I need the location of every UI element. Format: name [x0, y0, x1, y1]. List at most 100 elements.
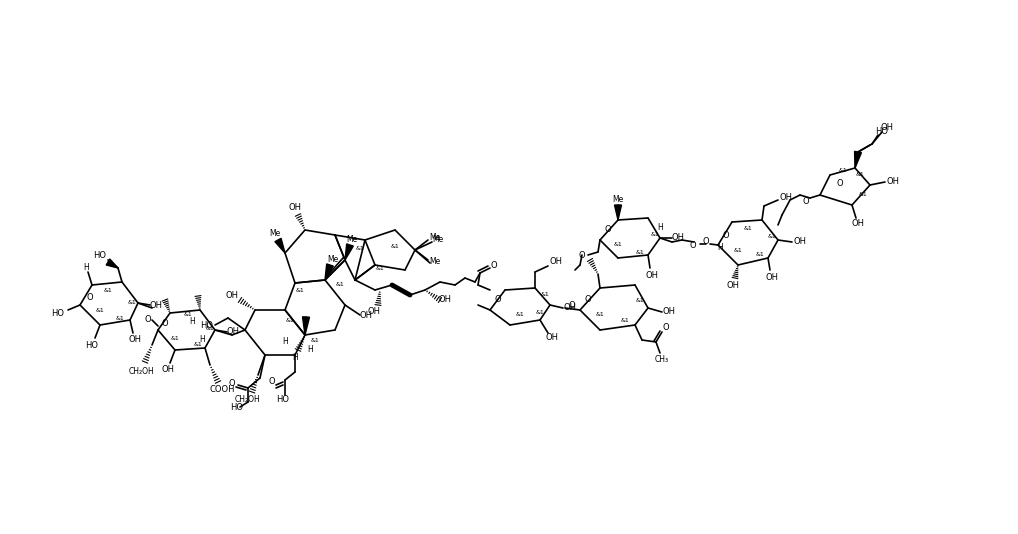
Text: &1: &1 [116, 316, 124, 320]
Text: OH: OH [439, 295, 452, 304]
Text: &1: &1 [391, 245, 399, 249]
Text: HO: HO [277, 396, 289, 404]
Text: OH: OH [546, 334, 559, 342]
Text: O: O [663, 324, 669, 333]
Polygon shape [345, 244, 353, 260]
Text: O: O [584, 295, 591, 304]
Text: &1: &1 [541, 293, 550, 297]
Text: HO: HO [875, 127, 889, 136]
Text: O: O [578, 250, 585, 260]
Text: &1: &1 [104, 287, 112, 293]
Polygon shape [106, 259, 118, 268]
Text: O: O [491, 261, 498, 270]
Text: &1: &1 [734, 247, 742, 253]
Text: &1: &1 [535, 310, 545, 315]
Text: &1: &1 [206, 326, 215, 331]
Text: O: O [605, 225, 612, 234]
Text: H: H [282, 337, 288, 347]
Text: &1: &1 [183, 312, 192, 318]
Text: OH: OH [727, 280, 739, 289]
Text: &1: &1 [635, 249, 644, 255]
Text: O: O [495, 295, 501, 304]
Text: &1: &1 [193, 342, 203, 348]
Text: CH₂OH: CH₂OH [129, 367, 155, 376]
Text: OH: OH [226, 327, 239, 336]
Text: H: H [200, 335, 205, 344]
Text: O: O [162, 318, 168, 327]
Text: OH: OH [645, 271, 659, 279]
Text: COOH: COOH [210, 386, 235, 395]
Text: &1: &1 [635, 297, 644, 302]
Text: &1: &1 [286, 318, 294, 323]
Text: OH: OH [780, 193, 792, 202]
Text: H: H [307, 345, 313, 355]
Text: HO: HO [230, 404, 243, 412]
Text: &1: &1 [858, 192, 867, 198]
Text: &1: &1 [310, 337, 320, 342]
Text: Me: Me [346, 235, 357, 245]
Text: HO: HO [52, 309, 64, 318]
Text: OH: OH [226, 292, 238, 301]
Text: O: O [723, 231, 729, 240]
Text: Me: Me [613, 195, 624, 205]
Text: HO: HO [86, 341, 99, 349]
Polygon shape [325, 264, 333, 280]
Text: Me: Me [430, 232, 441, 241]
Text: OH: OH [550, 257, 563, 266]
Text: &1: &1 [295, 287, 304, 293]
Text: OH: OH [150, 301, 163, 310]
Text: &1: &1 [355, 246, 364, 250]
Text: H: H [189, 318, 194, 326]
Text: Me: Me [430, 257, 441, 266]
Text: OH: OH [128, 335, 142, 344]
Text: OH: OH [672, 233, 684, 242]
Text: O: O [689, 240, 696, 249]
Text: HO: HO [94, 252, 107, 261]
Text: CH₂OH: CH₂OH [235, 396, 261, 404]
Text: Me: Me [433, 235, 444, 245]
Text: OH: OH [367, 308, 381, 317]
Text: OH: OH [881, 123, 894, 132]
Text: O: O [837, 178, 843, 187]
Text: O: O [802, 198, 809, 207]
Text: &1: &1 [376, 265, 385, 271]
Text: OH: OH [663, 308, 676, 317]
Text: OH: OH [887, 177, 900, 186]
Text: &1: &1 [96, 308, 105, 312]
Text: OH: OH [793, 238, 806, 247]
Text: &1: &1 [651, 232, 660, 238]
Polygon shape [302, 317, 309, 335]
Text: &1: &1 [839, 168, 847, 172]
Polygon shape [854, 151, 861, 168]
Text: OH: OH [851, 219, 864, 229]
Text: OH: OH [564, 303, 576, 312]
Text: OH: OH [359, 310, 373, 319]
Text: &1: &1 [768, 234, 777, 240]
Text: CH₃: CH₃ [655, 356, 669, 365]
Text: OH: OH [162, 365, 174, 374]
Polygon shape [275, 238, 285, 253]
Text: H: H [717, 244, 723, 253]
Text: &1: &1 [743, 225, 752, 231]
Text: O: O [145, 316, 152, 325]
Text: O: O [569, 302, 575, 310]
Text: O: O [229, 380, 235, 389]
Text: O: O [702, 238, 710, 247]
Text: HO: HO [201, 321, 214, 331]
Text: &1: &1 [596, 312, 605, 318]
Text: &1: &1 [127, 300, 136, 304]
Text: &1: &1 [755, 253, 765, 257]
Text: H: H [292, 352, 298, 362]
Text: OH: OH [288, 203, 301, 213]
Text: O: O [269, 378, 275, 387]
Text: &1: &1 [171, 335, 179, 341]
Text: H: H [83, 263, 89, 271]
Text: &1: &1 [336, 282, 344, 287]
Polygon shape [615, 205, 622, 220]
Text: Me: Me [270, 229, 281, 238]
Text: &1: &1 [614, 242, 622, 247]
Text: &1: &1 [855, 172, 864, 177]
Text: H: H [658, 224, 663, 232]
Text: &1: &1 [621, 318, 629, 323]
Text: &1: &1 [516, 312, 524, 318]
